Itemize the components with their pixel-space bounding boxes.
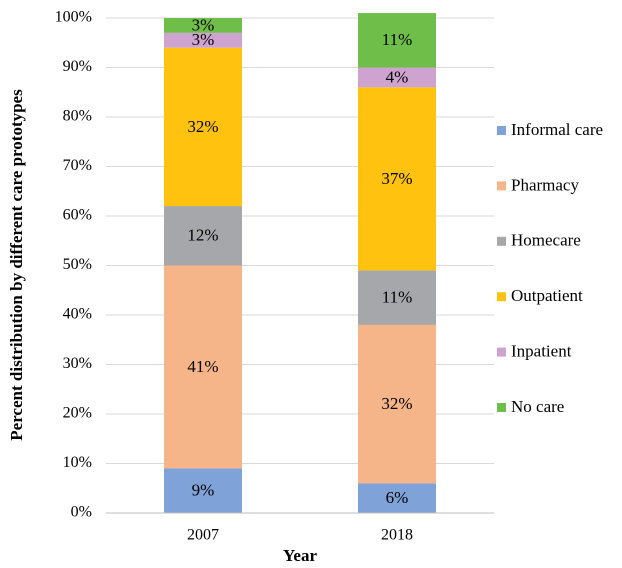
data-label: 3% bbox=[192, 15, 215, 34]
data-label: 11% bbox=[382, 288, 413, 307]
y-tick-label: 20% bbox=[63, 405, 92, 422]
legend-label: Outpatient bbox=[511, 286, 583, 305]
bar-segment bbox=[358, 87, 436, 271]
data-label: 37% bbox=[381, 169, 412, 188]
data-label: 41% bbox=[187, 357, 218, 376]
y-tick-label: 10% bbox=[63, 454, 92, 471]
bar-segment bbox=[164, 468, 242, 513]
legend-swatch bbox=[497, 292, 506, 302]
legend-label: No care bbox=[511, 397, 564, 416]
bar-segment bbox=[358, 13, 436, 68]
y-tick-label: 40% bbox=[63, 306, 92, 323]
bar-segment bbox=[164, 47, 242, 207]
y-tick-label: 100% bbox=[55, 9, 92, 26]
legend-swatch bbox=[497, 181, 506, 191]
y-tick-label: 50% bbox=[63, 256, 92, 273]
bar-segment bbox=[164, 32, 242, 48]
data-label: 3% bbox=[192, 30, 215, 49]
data-label: 32% bbox=[381, 394, 412, 413]
y-tick-label: 80% bbox=[63, 108, 92, 125]
legend-swatch bbox=[497, 236, 506, 246]
x-tick-label: 2018 bbox=[381, 527, 413, 544]
bar-segment bbox=[358, 483, 436, 513]
bar-segment bbox=[358, 67, 436, 88]
x-tick-label: 2007 bbox=[187, 527, 219, 544]
data-label: 11% bbox=[382, 30, 413, 49]
y-tick-label: 60% bbox=[63, 207, 92, 224]
data-label: 6% bbox=[386, 488, 409, 507]
data-label: 4% bbox=[386, 67, 409, 86]
bar-segment bbox=[164, 18, 242, 33]
data-label: 9% bbox=[192, 481, 215, 500]
legend-swatch bbox=[497, 403, 506, 412]
bar-segment bbox=[358, 270, 436, 325]
y-tick-label: 30% bbox=[63, 355, 92, 372]
x-axis-title: Year bbox=[283, 546, 317, 565]
legend-label: Inpatient bbox=[511, 342, 572, 361]
legend-label: Informal care bbox=[511, 120, 603, 139]
y-tick-label: 0% bbox=[71, 504, 92, 521]
legend-label: Pharmacy bbox=[511, 175, 579, 194]
y-tick-label: 90% bbox=[63, 58, 92, 75]
bar-segment bbox=[358, 324, 436, 484]
bar-segment bbox=[164, 265, 242, 469]
legend-swatch bbox=[497, 126, 506, 135]
data-label: 12% bbox=[187, 226, 218, 245]
y-tick-label: 70% bbox=[63, 157, 92, 174]
legend-label: Homecare bbox=[511, 231, 581, 250]
y-axis-title: Percent distribution by different care p… bbox=[7, 89, 26, 441]
legend-swatch bbox=[497, 347, 506, 357]
data-label: 32% bbox=[187, 117, 218, 136]
bar-segment bbox=[164, 206, 242, 266]
